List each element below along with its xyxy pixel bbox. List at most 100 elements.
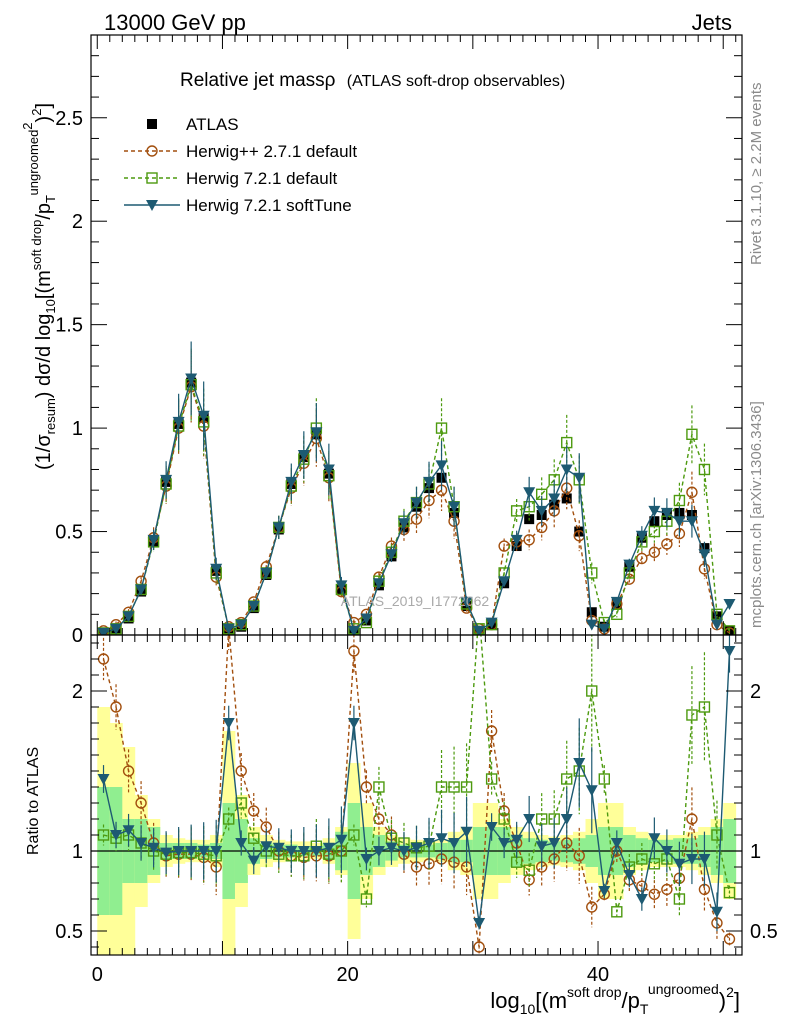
ratio-point [335, 834, 348, 846]
data-point [122, 611, 135, 623]
data-point [585, 619, 598, 631]
data-point [160, 474, 173, 486]
svg-text:Relative jet massρ (ATLA: Relative jet massρ (ATLAS soft-drop obse… [180, 70, 565, 91]
data-point [498, 576, 511, 588]
ratio-point [247, 855, 260, 867]
ratio-point [648, 888, 661, 900]
ratio-point [661, 883, 673, 896]
ratio-point [685, 854, 698, 865]
ratio-point [260, 841, 273, 853]
data-point [297, 450, 310, 461]
data-point [598, 623, 611, 635]
ratio-point [448, 781, 460, 793]
data-point [510, 534, 523, 546]
tick-label: 2 [750, 681, 761, 703]
series-ratio-3 [97, 635, 736, 932]
process-label: Jets [692, 10, 732, 35]
tick-label: 0.5 [55, 522, 83, 544]
ratio-point [585, 785, 598, 797]
ratio-point [410, 842, 423, 854]
chart-title: Relative jet massρ (ATLAS soft-drop obse… [180, 70, 565, 91]
data-point [335, 580, 348, 592]
data-point [548, 493, 561, 505]
ratio-point [110, 701, 122, 713]
series-ratio-1 [97, 635, 736, 954]
energy-label: 13000 GeV pp [104, 10, 246, 35]
legend-marker [146, 200, 158, 211]
rivet-version-label: Rivet 3.1.10, ≥ 2.2M events [748, 83, 765, 266]
ratio-point [172, 846, 185, 857]
ratio-point [160, 847, 173, 859]
data-point [235, 619, 248, 631]
data-point [410, 497, 423, 509]
ratio-point [485, 822, 498, 833]
ratio-line [102, 650, 731, 924]
legend-entry-2: Herwig 7.2.1 default [124, 169, 337, 188]
tick-label: 0 [92, 964, 103, 986]
data-point [135, 584, 148, 596]
x-axis-label: log10[(msoft drop/pTungroomed)2] [490, 981, 740, 1017]
data-point [535, 505, 548, 517]
tick-label: 2.5 [55, 108, 83, 130]
ratio-point [397, 846, 410, 857]
ratio-point [272, 842, 285, 854]
data-point [661, 538, 673, 550]
data-point [222, 623, 235, 635]
ratio-point [710, 906, 723, 918]
ratio-point [498, 805, 510, 817]
legend-label: Herwig++ 2.7.1 default [186, 142, 357, 161]
ratio-point [222, 718, 235, 729]
data-point [523, 487, 536, 499]
ratio-point [423, 838, 436, 849]
ratio-point [285, 846, 298, 857]
ratio-point [223, 813, 235, 825]
ratio-point [523, 814, 536, 825]
ratio-point [485, 773, 498, 785]
data-point [648, 546, 661, 558]
ratio-point [586, 901, 598, 913]
ratio-point [210, 846, 223, 857]
ratio-line [102, 635, 731, 948]
ratio-point [360, 854, 373, 865]
legend-marker [147, 119, 157, 129]
tick-label: 2 [72, 681, 83, 703]
ratio-point [560, 814, 573, 825]
title-text: Relative jet mass [180, 70, 325, 91]
ratio-point [322, 842, 335, 854]
data-point [197, 410, 210, 422]
data-point [723, 625, 736, 635]
ratio-point [197, 846, 210, 857]
ratio-point [372, 846, 385, 857]
ratio-point [460, 781, 473, 793]
ratio-point [448, 838, 461, 849]
ratio-point [548, 838, 561, 849]
legend-label: Herwig 7.2.1 default [186, 169, 337, 188]
ratio-point [235, 797, 247, 809]
ratio-point [573, 850, 585, 862]
legend-entry-0: ATLAS [147, 115, 239, 134]
ratio-point [623, 870, 636, 881]
ratio-point [348, 645, 360, 657]
data-point [385, 549, 398, 561]
ratio-point [235, 765, 247, 777]
ratio-point [248, 805, 260, 817]
legend-label: Herwig 7.2.1 softTune [186, 196, 352, 215]
ratio-point [135, 838, 148, 849]
data-point [648, 525, 661, 538]
ratio-point [435, 833, 448, 845]
ratio-point [598, 886, 611, 897]
ratio-point [610, 838, 623, 849]
main-series-group [97, 341, 736, 635]
ratio-point [698, 701, 711, 713]
tick-label: 20 [337, 964, 359, 986]
ratio-point [348, 829, 360, 841]
tick-label: 0.5 [750, 921, 778, 943]
ratio-point [297, 846, 310, 857]
ratio-point [435, 781, 448, 793]
data-point [210, 563, 223, 575]
ratio-point [561, 773, 573, 785]
tick-label: 40 [587, 964, 609, 986]
ratio-point [573, 758, 586, 769]
ratio-frame [90, 634, 743, 956]
data-point [322, 464, 335, 476]
